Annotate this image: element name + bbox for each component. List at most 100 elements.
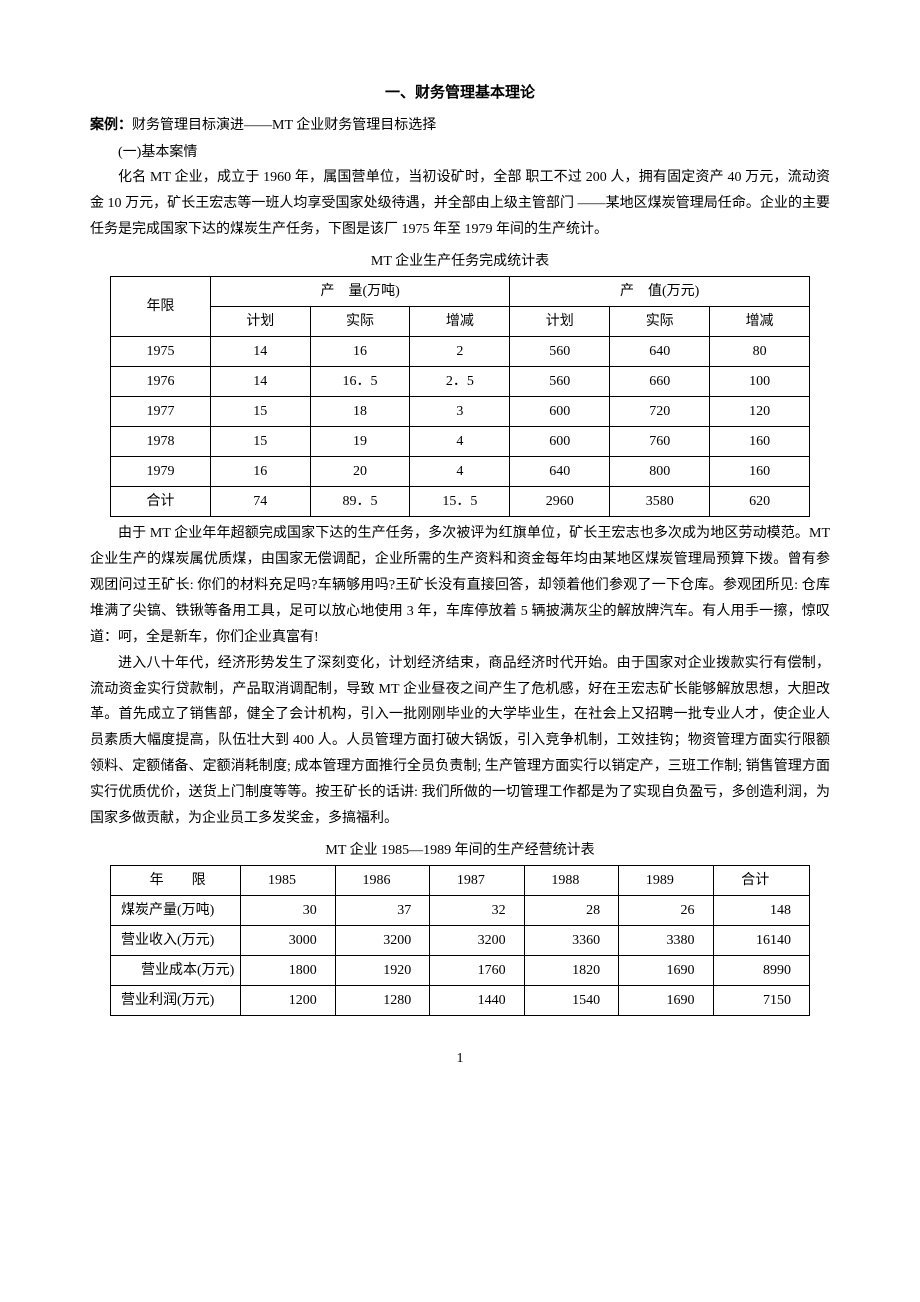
table-cell: 1820: [524, 956, 618, 986]
section-title: 一、财务管理基本理论: [90, 80, 830, 107]
operations-table: 年 限 1985 1986 1987 1988 1989 合计 煤炭产量(万吨)…: [110, 865, 810, 1016]
table-row: 营业利润(万元)120012801440154016907150: [111, 986, 810, 1016]
row-label: 营业收入(万元): [111, 926, 241, 956]
table-cell: 3000: [241, 926, 335, 956]
table-cell: 3200: [335, 926, 429, 956]
table-row: 营业收入(万元)3000320032003360338016140: [111, 926, 810, 956]
table-cell: 15: [210, 427, 310, 457]
table-cell: 1440: [430, 986, 524, 1016]
row-total: 16140: [713, 926, 809, 956]
table-cell: 3380: [619, 926, 713, 956]
th-actual: 实际: [310, 307, 410, 337]
table-cell: 1978: [111, 427, 211, 457]
row-label: 营业利润(万元): [111, 986, 241, 1016]
table-cell: 1200: [241, 986, 335, 1016]
table-cell: 1690: [619, 956, 713, 986]
table-cell: 1975: [111, 337, 211, 367]
table-cell: 1280: [335, 986, 429, 1016]
table-row: 19761416．52．5560660100: [111, 367, 810, 397]
table-cell: 3: [410, 397, 510, 427]
table-cell: 1800: [241, 956, 335, 986]
case-title-text: 财务管理目标演进——MT 企业财务管理目标选择: [132, 118, 436, 133]
case-label: 案例：: [90, 118, 132, 133]
paragraph-2: 由于 MT 企业年年超额完成国家下达的生产任务，多次被评为红旗单位，矿长王宏志也…: [90, 521, 830, 650]
th-year: 1988: [524, 866, 618, 896]
table-cell: 30: [241, 896, 335, 926]
table-cell: 16．5: [310, 367, 410, 397]
table-cell: 15．5: [410, 487, 510, 517]
table-cell: 1976: [111, 367, 211, 397]
table-cell: 2: [410, 337, 510, 367]
table-cell: 1979: [111, 457, 211, 487]
table-cell: 2960: [510, 487, 610, 517]
paragraph-3: 进入八十年代，经济形势发生了深刻变化，计划经济结束，商品经济时代开始。由于国家对…: [90, 651, 830, 832]
table-cell: 720: [610, 397, 710, 427]
th-total: 合计: [713, 866, 809, 896]
table-cell: 37: [335, 896, 429, 926]
table-cell: 74: [210, 487, 310, 517]
table-row: 197916204640800160: [111, 457, 810, 487]
table-cell: 4: [410, 427, 510, 457]
th-year: 1986: [335, 866, 429, 896]
table-cell: 660: [610, 367, 710, 397]
th-plan: 计划: [210, 307, 310, 337]
table-header-row: 年限 产 量(万吨) 产 值(万元): [111, 277, 810, 307]
table-cell: 2．5: [410, 367, 510, 397]
row-total: 148: [713, 896, 809, 926]
table-cell: 160: [710, 457, 810, 487]
table-cell: 1977: [111, 397, 211, 427]
row-label: 煤炭产量(万吨): [111, 896, 241, 926]
row-total: 7150: [713, 986, 809, 1016]
table-cell: 560: [510, 337, 610, 367]
th-diff: 增减: [710, 307, 810, 337]
th-year-label: 年 限: [111, 866, 241, 896]
table-row: 煤炭产量(万吨)3037322826148: [111, 896, 810, 926]
table-cell: 100: [710, 367, 810, 397]
th-value: 产 值(万元): [510, 277, 810, 307]
table-subheader-row: 计划 实际 增减 计划 实际 增减: [111, 307, 810, 337]
table-cell: 14: [210, 337, 310, 367]
paragraph-1: 化名 MT 企业，成立于 1960 年，属国营单位，当初设矿时，全部 职工不过 …: [90, 165, 830, 243]
table-cell: 1690: [619, 986, 713, 1016]
table2-caption: MT 企业 1985—1989 年间的生产经营统计表: [90, 838, 830, 863]
table-header-row: 年 限 1985 1986 1987 1988 1989 合计: [111, 866, 810, 896]
table-cell: 640: [610, 337, 710, 367]
table-cell: 600: [510, 397, 610, 427]
table-cell: 3360: [524, 926, 618, 956]
table-cell: 120: [710, 397, 810, 427]
table-cell: 28: [524, 896, 618, 926]
table-cell: 32: [430, 896, 524, 926]
table-cell: 3200: [430, 926, 524, 956]
th-quantity: 产 量(万吨): [210, 277, 509, 307]
table-row: 19751416256064080: [111, 337, 810, 367]
table-cell: 640: [510, 457, 610, 487]
table-cell: 800: [610, 457, 710, 487]
table-cell: 20: [310, 457, 410, 487]
table-cell: 18: [310, 397, 410, 427]
table-cell: 4: [410, 457, 510, 487]
table-cell: 19: [310, 427, 410, 457]
table-cell: 760: [610, 427, 710, 457]
case-title-line: 案例：财务管理目标演进——MT 企业财务管理目标选择: [90, 113, 830, 138]
th-year: 1987: [430, 866, 524, 896]
th-year: 1989: [619, 866, 713, 896]
table-cell: 600: [510, 427, 610, 457]
production-table: 年限 产 量(万吨) 产 值(万元) 计划 实际 增减 计划 实际 增减 197…: [110, 276, 810, 517]
table-cell: 89．5: [310, 487, 410, 517]
table-cell: 1760: [430, 956, 524, 986]
row-label: 营业成本(万元): [111, 956, 241, 986]
table-row: 197815194600760160: [111, 427, 810, 457]
table-cell: 16: [210, 457, 310, 487]
page-number: 1: [90, 1046, 830, 1071]
table-cell: 160: [710, 427, 810, 457]
table-cell: 3580: [610, 487, 710, 517]
table-cell: 26: [619, 896, 713, 926]
table1-caption: MT 企业生产任务完成统计表: [90, 249, 830, 274]
table-cell: 1540: [524, 986, 618, 1016]
table-row: 合计7489．515．529603580620: [111, 487, 810, 517]
th-year: 1985: [241, 866, 335, 896]
subsection-heading: (一)基本案情: [90, 140, 830, 165]
table-cell: 合计: [111, 487, 211, 517]
th-year: 年限: [111, 277, 211, 337]
table-row: 营业成本(万元)180019201760182016908990: [111, 956, 810, 986]
